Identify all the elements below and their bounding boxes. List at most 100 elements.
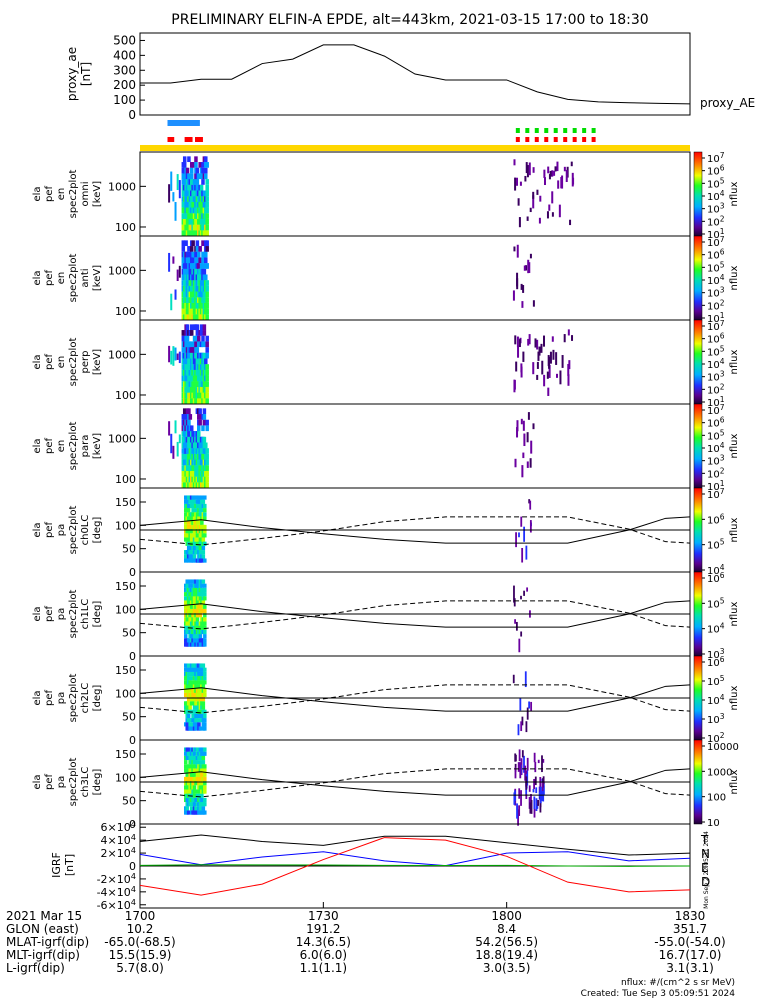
- ephem-value: 191.2: [306, 922, 340, 936]
- spec-ylabel: pef: [44, 606, 55, 623]
- spec-cell: [178, 351, 181, 364]
- spec-cell: [567, 329, 570, 336]
- spec-cell: [205, 285, 209, 292]
- pa-cell: [198, 550, 203, 555]
- pa-cell: [188, 545, 192, 551]
- spec-cell: [522, 285, 525, 293]
- spec-cell: [557, 180, 560, 189]
- spec-ylabel: pa: [56, 692, 67, 704]
- ae-ytick-label: 100: [113, 93, 136, 107]
- colorbar-tick-label: 107: [707, 151, 725, 165]
- spec-cell: [197, 425, 201, 432]
- pa-cell: [537, 799, 539, 806]
- pa-cell: [203, 524, 207, 530]
- spec-cell: [189, 341, 194, 348]
- pa-cell: [536, 804, 539, 809]
- pa-cell: [203, 713, 207, 719]
- pa-cell: [203, 768, 207, 773]
- spec-cell: [187, 408, 191, 415]
- pa-cell: [517, 724, 520, 736]
- pa-cell: [203, 638, 207, 643]
- antiloss-cone-line: [139, 600, 691, 630]
- pa-cell: [198, 688, 203, 693]
- spec-ylabel: anti: [80, 268, 91, 287]
- spec-cell: [205, 179, 209, 185]
- spec-ylabel-unit: [keV]: [92, 265, 103, 291]
- colorbar-tick-label: 104: [707, 273, 725, 287]
- spec-cell: [551, 191, 554, 204]
- pa-cell: [198, 697, 203, 702]
- spec-cell: [195, 324, 200, 331]
- pa-cell: [192, 772, 197, 777]
- pa-cell: [529, 520, 532, 533]
- ae-ytick-label: 200: [113, 78, 136, 92]
- spec-cell: [561, 175, 564, 189]
- colorbar-tick-label: 107: [707, 235, 725, 249]
- pa-cell: [524, 765, 527, 781]
- pa-cell: [542, 785, 545, 795]
- spec-cell: [198, 246, 202, 252]
- spec-panel-frame: [139, 151, 691, 237]
- colorbar-tick-label: 105: [707, 344, 725, 358]
- spec-ylabel: perp: [80, 351, 91, 374]
- pa-cell: [186, 520, 191, 525]
- pa-cell: [203, 596, 207, 601]
- pa-ytick-label: 150: [115, 580, 136, 593]
- spec-cell: [176, 269, 179, 282]
- spec-cell: [187, 156, 191, 163]
- spec-cell: [558, 204, 561, 218]
- spec-cell: [536, 189, 539, 195]
- spec-cell: [189, 173, 194, 180]
- spec-cell: [202, 330, 207, 336]
- pa-cell: [530, 794, 532, 803]
- spec-ylabel: spec2plot: [68, 590, 79, 639]
- ephem-value: -55.0(-54.0): [654, 935, 725, 949]
- pa-cell: [526, 587, 529, 592]
- pa-cell: [203, 533, 207, 538]
- pa-cell: [194, 680, 198, 685]
- spec-cell: [205, 375, 209, 382]
- spec-cell: [205, 230, 209, 236]
- spec-cell: [172, 256, 175, 264]
- pa-cell: [200, 508, 204, 513]
- igrf-ytick-label: 2×104: [101, 845, 136, 860]
- igrf-series-T: [139, 834, 691, 856]
- spec-cell: [561, 355, 564, 368]
- pa-cell: [515, 532, 517, 548]
- pa-cell: [191, 558, 195, 563]
- spec-ylabel: spec2plot: [68, 422, 79, 471]
- pa-cell: [194, 701, 198, 706]
- pa-cell: [192, 793, 197, 798]
- spec-cell: [174, 201, 177, 221]
- spec-ylabel-unit: [keV]: [92, 433, 103, 459]
- spec-cell: [194, 156, 198, 163]
- pa-cell: [203, 772, 207, 777]
- spec-ytick-label: 100: [115, 389, 136, 402]
- spec-cell: [539, 195, 542, 202]
- pa-ytick-label: 150: [115, 748, 136, 761]
- spec-cell: [205, 314, 209, 320]
- spec-cell: [514, 335, 517, 345]
- spec-cell: [201, 167, 205, 174]
- spec-cell: [201, 263, 205, 269]
- spec-cell: [528, 262, 531, 273]
- spec-cell: [514, 177, 517, 191]
- spec-ylabel: ela: [32, 354, 43, 369]
- spec-cell: [515, 361, 518, 372]
- pa-cell: [203, 634, 207, 639]
- antiloss-cone-line: [139, 684, 691, 714]
- spec-cell: [204, 442, 208, 449]
- spec-cell: [199, 324, 204, 331]
- pa-cell: [525, 721, 528, 733]
- pa-cell: [517, 762, 520, 772]
- spec-cell: [205, 302, 209, 309]
- pa-cell: [534, 761, 537, 773]
- ephem-value: 18.8(19.4): [475, 948, 538, 962]
- pa-cell: [201, 537, 206, 542]
- colorbar: [693, 571, 703, 657]
- pa-cell: [532, 789, 535, 793]
- pa-cell: [534, 776, 537, 786]
- colorbar-tick-label: 105: [707, 674, 725, 688]
- spec-cell: [205, 207, 209, 214]
- pa-cell: [191, 764, 195, 769]
